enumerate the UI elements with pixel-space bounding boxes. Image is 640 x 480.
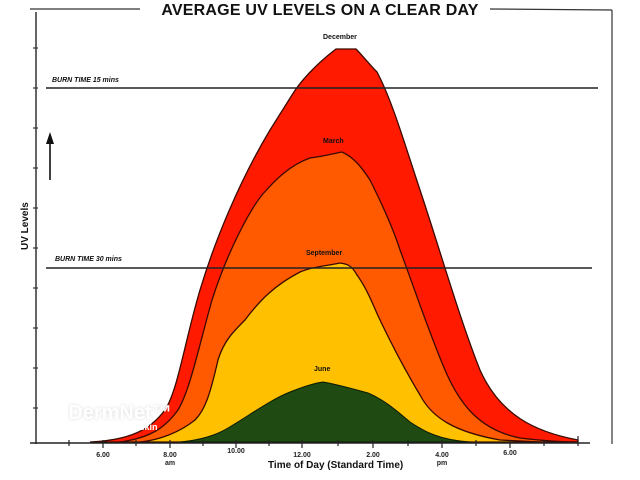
label-december: December <box>323 34 357 41</box>
x-tick-12: 12.00 <box>293 452 311 459</box>
burn-time-30-label: BURN TIME 30 mins <box>55 256 122 263</box>
watermark-name: DermNet™ <box>68 402 172 424</box>
watermark: DermNet™ All about the skin <box>60 398 180 432</box>
x-tick-10: 10.00 <box>227 448 245 455</box>
dermnet-logo-icon <box>68 316 152 400</box>
area-june <box>179 381 471 443</box>
chart-title: AVERAGE UV LEVELS ON A CLEAR DAY <box>0 0 640 22</box>
y-arrowhead-icon <box>46 132 54 144</box>
area-september <box>139 262 541 443</box>
y-ticks <box>33 47 38 409</box>
x-tick-2: 2.00 <box>366 452 380 459</box>
label-september: September <box>306 250 343 257</box>
y-axis-label: UV Levels <box>20 202 31 250</box>
burn-time-15-label: BURN TIME 15 mins <box>52 77 119 84</box>
frame-top-right <box>489 8 613 11</box>
x-tick-4pm: 4.00 pm <box>435 452 449 467</box>
x-ticks <box>68 436 579 448</box>
label-june: June <box>314 366 331 373</box>
x-axis-label: Time of Day (Standard Time) <box>268 460 404 471</box>
watermark-tagline: All about the skin <box>82 422 158 432</box>
x-tick-8am: 8.00 am <box>163 452 177 467</box>
x-tick-6pm: 6.00 <box>503 450 517 457</box>
x-tick-6am: 6.00 <box>96 452 110 459</box>
label-march: March <box>323 138 344 145</box>
